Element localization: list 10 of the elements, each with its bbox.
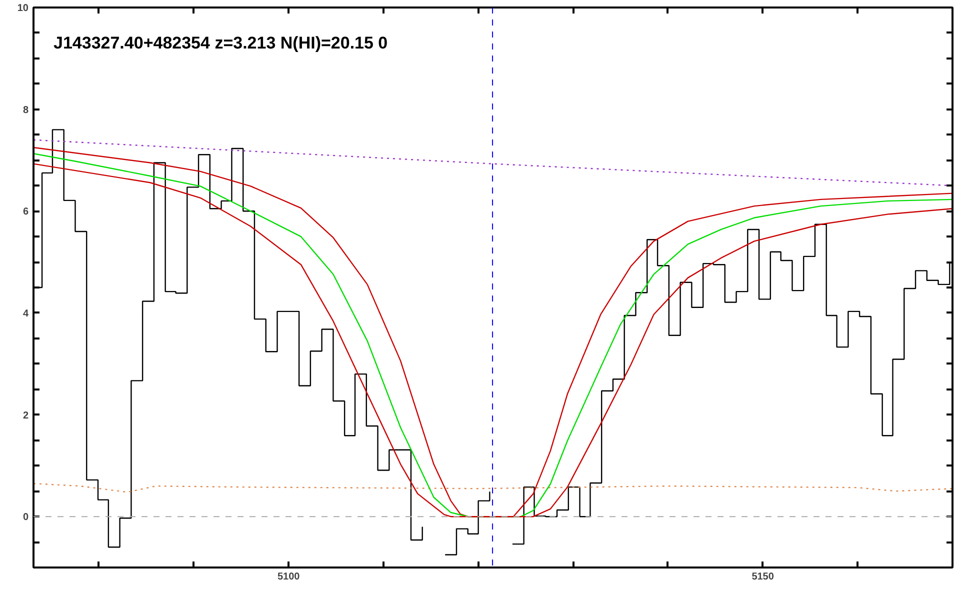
text: J143327.40+482354 z=3.213 N(HI)=20.15 0 (54, 34, 388, 52)
y-tick-label: 0 (22, 512, 29, 524)
y-tick-label: 2 (22, 410, 29, 422)
y-tick-label: 6 (22, 206, 29, 218)
y-tick-label: 8 (22, 104, 29, 116)
y-tick-label: 4 (22, 308, 29, 320)
y-tick-label: 10 (17, 3, 29, 14)
x-tick-label: 5150 (752, 572, 774, 582)
x-tick-label: 5100 (277, 572, 300, 582)
line-series (34, 482, 952, 493)
